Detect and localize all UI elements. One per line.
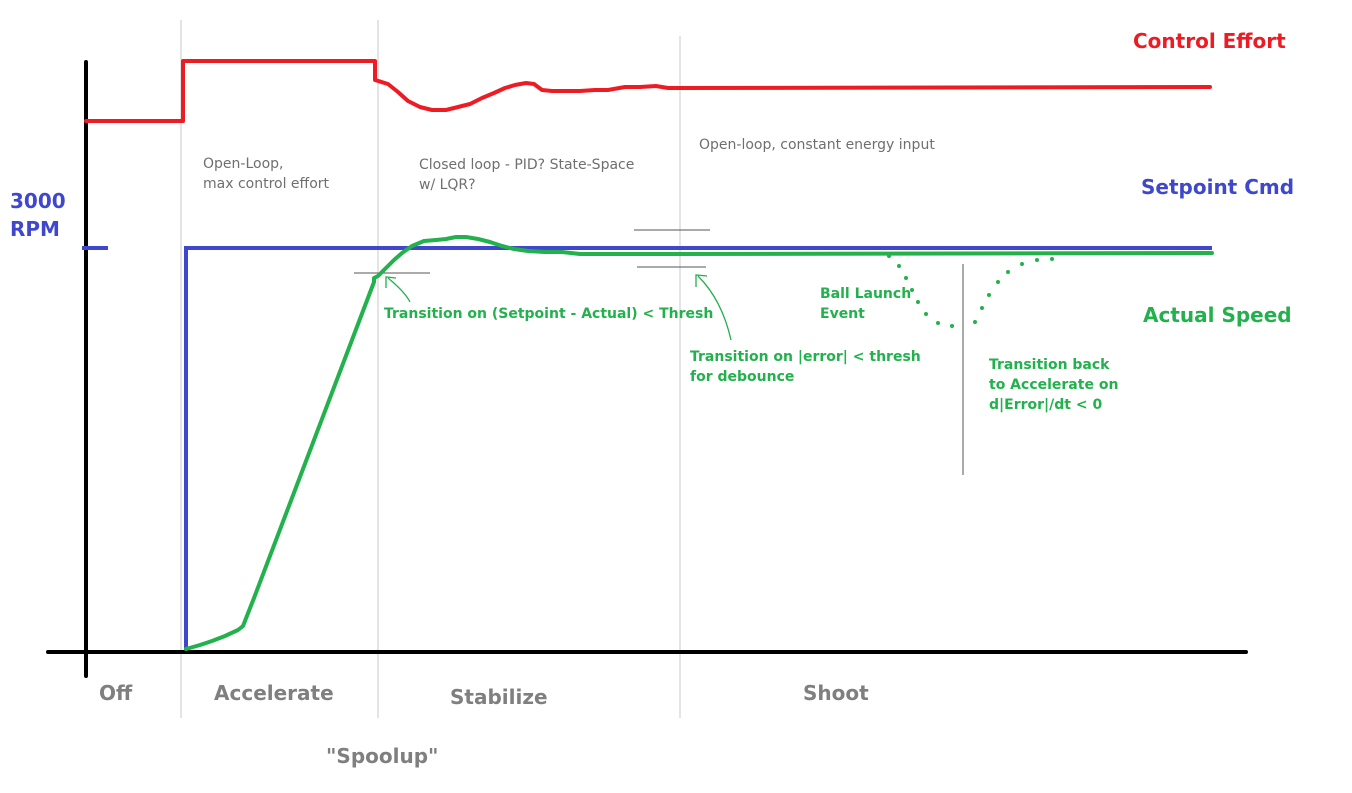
closed-loop-note-line1: Closed loop - PID? State-Space xyxy=(419,157,634,173)
spoolup-label: "Spoolup" xyxy=(326,744,438,768)
transition-arrows xyxy=(385,274,732,341)
dip-dot xyxy=(910,288,914,292)
transition-note-2-line1: Transition on |error| < thresh xyxy=(690,349,921,365)
dip-dot xyxy=(1035,258,1039,262)
dip-dot xyxy=(1050,257,1054,261)
threshold-markers xyxy=(354,229,964,475)
state-stabilize-label: Stabilize xyxy=(450,685,548,709)
open-loop-note-line2: max control effort xyxy=(203,176,330,192)
dip-dot xyxy=(1006,270,1010,274)
setpoint-cmd-label: Setpoint Cmd xyxy=(1141,175,1294,199)
state-off-label: Off xyxy=(99,681,133,705)
transition-arrow-1 xyxy=(387,277,411,303)
state-shoot-label: Shoot xyxy=(803,681,869,705)
dip-dot xyxy=(897,264,901,268)
dip-dot xyxy=(996,280,1000,284)
state-accelerate-label: Accelerate xyxy=(214,681,334,705)
dip-dot xyxy=(950,324,954,328)
transition-back-note-line3: d|Error|/dt < 0 xyxy=(989,397,1102,413)
transition-back-note-line2: to Accelerate on xyxy=(989,377,1118,393)
setpoint-cmd-trace xyxy=(184,246,1212,650)
actual-speed-label: Actual Speed xyxy=(1143,303,1292,327)
axes xyxy=(46,60,1248,678)
dip-dot xyxy=(924,312,928,316)
dip-dot xyxy=(904,276,908,280)
ball-launch-note-line2: Event xyxy=(820,306,865,322)
actual-speed-trace xyxy=(184,235,1214,651)
dip-dot xyxy=(916,300,920,304)
state-dividers xyxy=(180,20,681,718)
rpm-value-label: 3000 xyxy=(10,189,66,213)
ball-launch-dip-dots xyxy=(887,254,1054,328)
dip-dot xyxy=(936,321,940,325)
closed-loop-note-line2: w/ LQR? xyxy=(419,177,476,193)
dip-dot xyxy=(987,293,991,297)
rpm-unit-label: RPM xyxy=(10,217,60,241)
control-effort-trace xyxy=(84,59,1212,123)
open-loop-note-line1: Open-Loop, xyxy=(203,156,283,172)
dip-dot xyxy=(973,320,977,324)
open-loop-constant-note: Open-loop, constant energy input xyxy=(699,137,935,153)
transition-arrow-1-head xyxy=(385,276,397,288)
transition-back-note-line1: Transition back xyxy=(989,357,1110,373)
transition-arrow-2-head xyxy=(695,274,708,287)
ball-launch-note-line1: Ball Launch xyxy=(820,286,911,302)
transition-note-1: Transition on (Setpoint - Actual) < Thre… xyxy=(384,306,713,322)
transition-note-2-line2: for debounce xyxy=(690,369,794,385)
dip-dot xyxy=(980,306,984,310)
dip-dot xyxy=(887,254,891,258)
control-effort-label: Control Effort xyxy=(1133,29,1286,53)
dip-dot xyxy=(1020,262,1024,266)
transition-arrow-2 xyxy=(697,275,732,341)
